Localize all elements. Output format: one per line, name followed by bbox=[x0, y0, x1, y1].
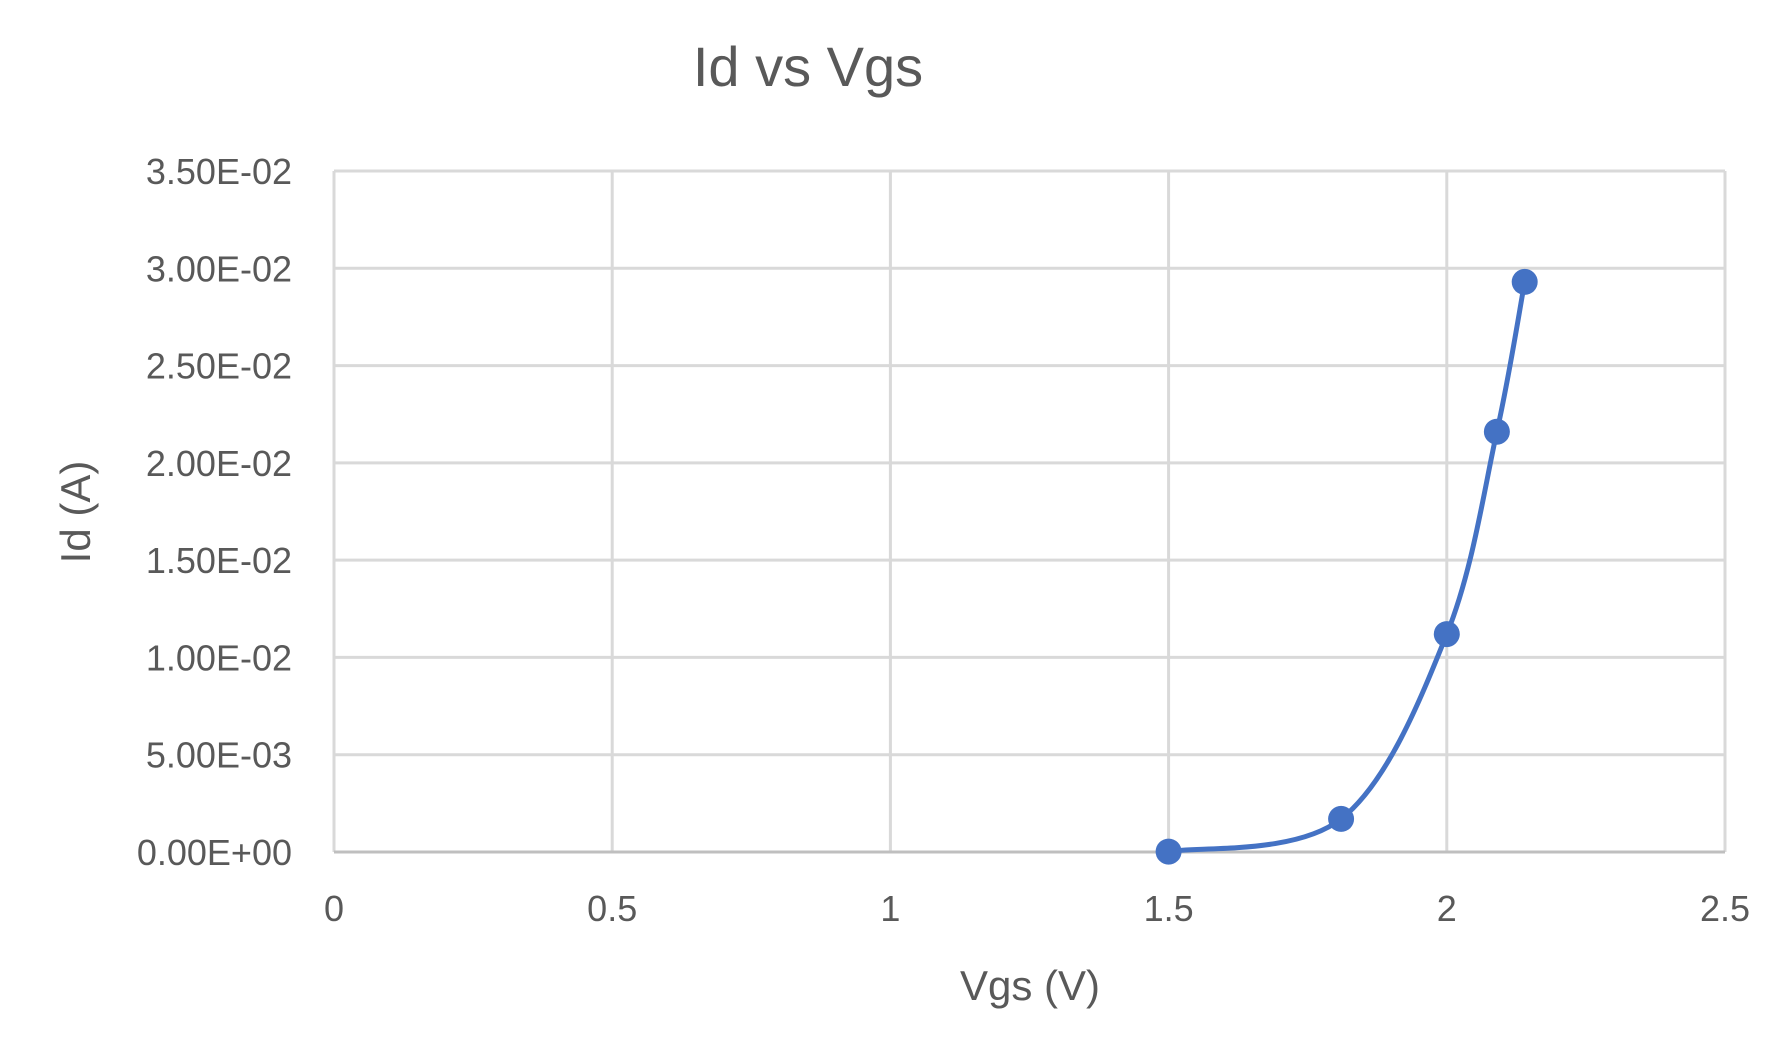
ticks-layer: 0.00E+00 5.00E-03 1.00E-02 1.50E-02 2.00E-02… bbox=[137, 151, 1750, 929]
data-point bbox=[1155, 838, 1182, 865]
y-tick-label: 1.50E-02 bbox=[146, 540, 292, 581]
x-tick-label: 1 bbox=[880, 888, 900, 929]
x-axis-title: Vgs (V) bbox=[960, 962, 1100, 1009]
data-point bbox=[1511, 268, 1538, 295]
chart-title: Id vs Vgs bbox=[693, 35, 923, 98]
x-tick-label: 2 bbox=[1437, 888, 1457, 929]
data-point bbox=[1328, 805, 1355, 832]
data-point bbox=[1433, 621, 1460, 648]
y-axis-title: Id (A) bbox=[52, 461, 99, 564]
y-tick-label: 2.00E-02 bbox=[146, 443, 292, 484]
y-tick-label: 5.00E-03 bbox=[146, 735, 292, 776]
data-point bbox=[1483, 418, 1510, 445]
y-tick-label: 2.50E-02 bbox=[146, 346, 292, 387]
y-tick-label: 3.50E-02 bbox=[146, 151, 292, 192]
x-tick-label: 1.5 bbox=[1144, 888, 1194, 929]
x-tick-label: 0.5 bbox=[587, 888, 637, 929]
grid-layer bbox=[332, 169, 1727, 852]
y-tick-label: 1.00E-02 bbox=[146, 637, 292, 678]
x-tick-label: 0 bbox=[324, 888, 344, 929]
series-line bbox=[1166, 279, 1528, 855]
x-tick-label: 2.5 bbox=[1700, 888, 1750, 929]
y-tick-label: 3.00E-02 bbox=[146, 248, 292, 289]
y-tick-label: 0.00E+00 bbox=[137, 832, 292, 873]
series-layer bbox=[1155, 268, 1538, 865]
